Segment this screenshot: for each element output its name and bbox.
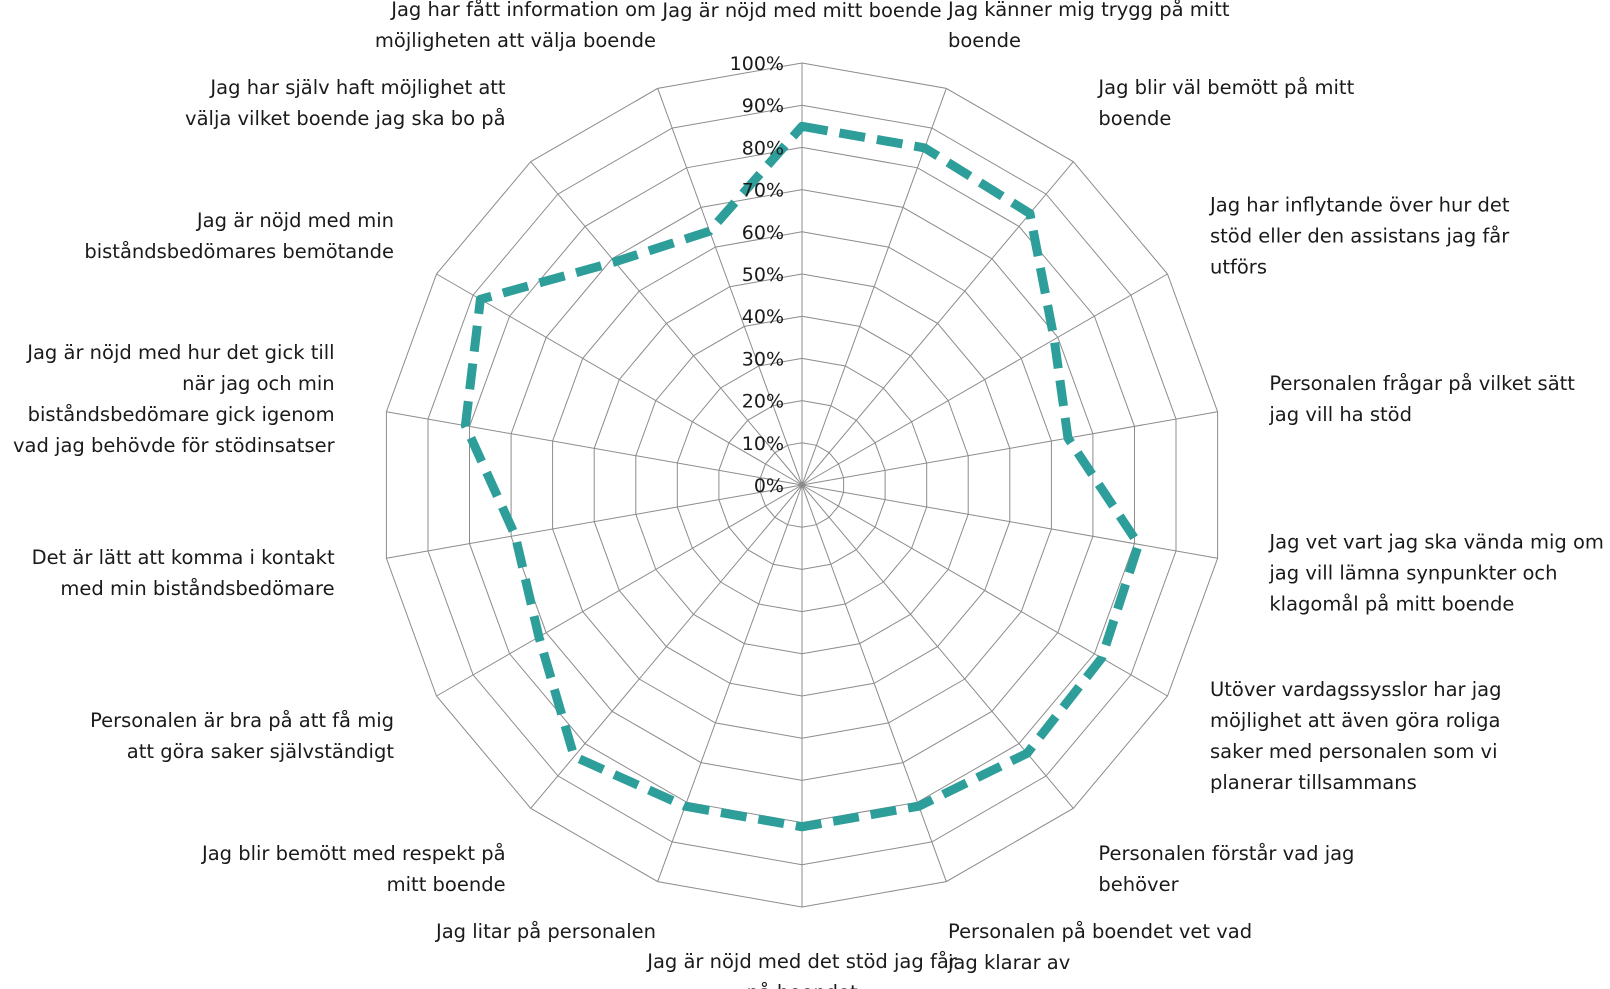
axis-spoke <box>801 88 947 486</box>
category-label: Personalen frågar på vilket sätt jag vill… <box>1268 372 1575 426</box>
tick-label: 0% <box>754 475 784 497</box>
category-label: Utöver vardagssysslor har jag möjlighet a… <box>1210 678 1501 794</box>
axis-spoke <box>436 484 803 697</box>
category-label: Jag blir väl bemött på mitt boende <box>1096 76 1354 130</box>
category-label: Personalen förstår vad jag behöver <box>1098 842 1354 896</box>
category-label: Det är lätt att komma i kontakt med min b… <box>32 546 335 600</box>
axis-spoke <box>801 411 1218 486</box>
tick-label: 70% <box>742 180 784 202</box>
tick-label: 20% <box>742 391 784 413</box>
category-label: Jag har själv haft möjlighet att välja vi… <box>185 76 506 130</box>
tick-label: 100% <box>730 53 784 75</box>
tick-label-layer: 0% 10% 20% 30% 40% 50% 60% 70% 80% 90% 100% <box>730 53 784 497</box>
tick-label: 30% <box>742 348 784 370</box>
axis-spoke <box>657 88 803 486</box>
axis-spoke <box>801 273 1168 486</box>
series-layer <box>460 121 1144 832</box>
axis-spoke <box>657 484 803 882</box>
category-label: Personalen är bra på att få mig att göra … <box>90 709 394 763</box>
tick-label: 60% <box>742 222 784 244</box>
category-label: Jag är nöjd med min biståndsbedömares bem… <box>84 209 394 263</box>
category-label: Jag blir bemött med respekt på mitt boend… <box>200 842 506 896</box>
axis-spoke <box>801 484 947 882</box>
axis-spoke <box>801 484 1168 697</box>
category-label: Personalen på boendet vet vad jag klarar … <box>947 920 1252 974</box>
category-label: Jag litar på personalen <box>434 920 656 943</box>
category-label: Jag är nöjd med hur det gick till när jag… <box>13 341 336 457</box>
grid-layer <box>385 62 1219 908</box>
axis-spoke <box>801 484 1218 559</box>
tick-label: 40% <box>742 306 784 328</box>
category-label: Jag är nöjd med det stöd jag fårpå boend… <box>645 950 958 989</box>
axis-spoke <box>530 161 803 486</box>
axis-spoke <box>386 411 803 486</box>
category-label: Jag har fått information om möjligheten a… <box>375 0 656 52</box>
axis-spoke <box>436 273 803 486</box>
series-line <box>460 121 1144 832</box>
tick-label: 50% <box>742 264 784 286</box>
tick-label: 80% <box>742 137 784 159</box>
category-label: Jag vet vart jag ska vända mig om jag vil… <box>1267 530 1604 615</box>
tick-label: 10% <box>742 433 784 455</box>
axis-spoke <box>530 484 803 809</box>
category-label: Jag känner mig trygg på mitt boende <box>946 0 1230 52</box>
category-label: Jag har inflytande över hur det stöd elle… <box>1208 194 1510 279</box>
axis-spoke <box>386 484 803 559</box>
tick-label: 90% <box>742 95 784 117</box>
category-label-layer: Jag är nöjd med mitt boende Jag känner mi… <box>13 0 1604 989</box>
category-label: Jag är nöjd med mitt boende <box>660 0 941 22</box>
